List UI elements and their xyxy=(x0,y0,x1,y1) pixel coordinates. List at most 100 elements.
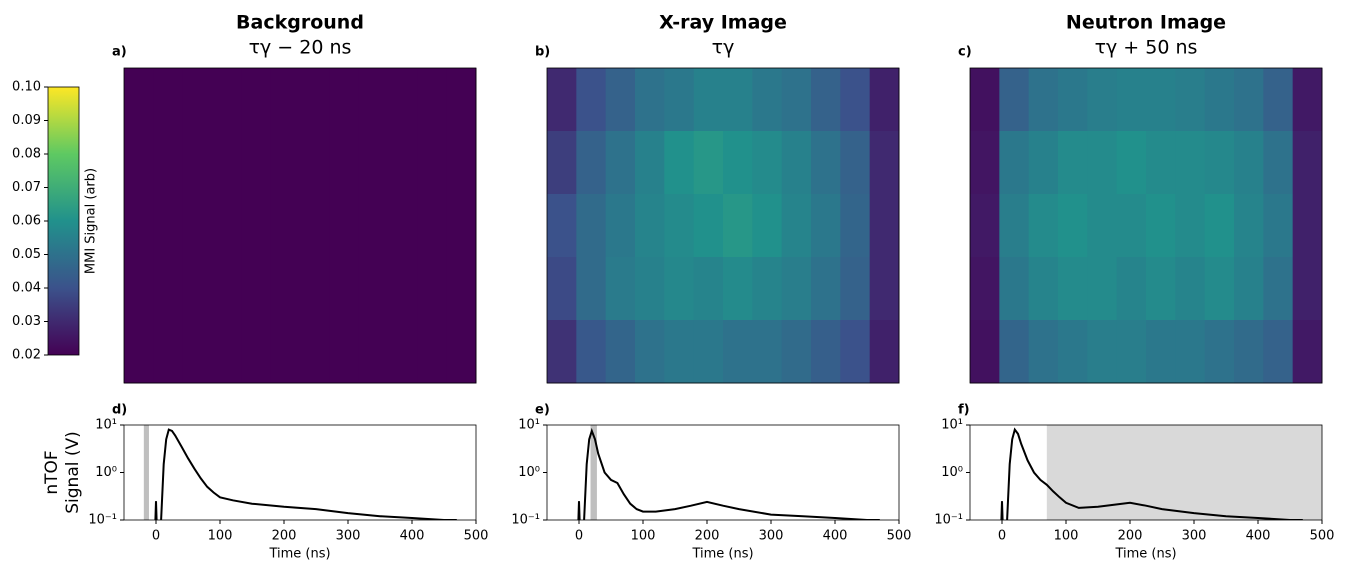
heatmap-cell xyxy=(1116,320,1147,384)
x-tick-label: 300 xyxy=(1182,529,1207,544)
heatmap-cell xyxy=(446,194,477,258)
heatmap-cell xyxy=(1116,131,1147,195)
heatmap-cell xyxy=(1234,194,1264,258)
heatmap-cell xyxy=(840,194,871,258)
heatmap-cell xyxy=(358,68,389,132)
heatmap-cell xyxy=(270,320,301,384)
axes-frame xyxy=(969,67,1323,384)
panel-label: e) xyxy=(535,403,550,418)
heatmap-cell xyxy=(417,257,448,321)
heatmap-cell xyxy=(1087,194,1118,258)
heatmap-cell xyxy=(300,131,330,195)
heatmap-cell xyxy=(635,68,665,132)
heatmap-cell xyxy=(664,320,695,384)
heatmap-cell xyxy=(417,194,448,258)
x-axis-label: Time (ns) xyxy=(268,547,330,561)
heatmap-cell xyxy=(547,131,577,195)
heatmap-cell xyxy=(1058,257,1088,321)
x-tick-label: 0 xyxy=(575,529,583,544)
heatmap-cell xyxy=(664,257,695,321)
heatmap-cell xyxy=(752,131,783,195)
heatmap-cell xyxy=(1263,194,1294,258)
heatmap-cell xyxy=(1234,131,1264,195)
heatmap-cell xyxy=(664,131,695,195)
heatmap-cell xyxy=(153,257,184,321)
signal-line xyxy=(577,427,880,520)
heatmap-cell xyxy=(1292,131,1323,195)
heatmap-cell xyxy=(212,194,242,258)
heatmap-cell xyxy=(417,131,448,195)
axes-frame xyxy=(546,67,900,384)
heatmap-cell xyxy=(212,131,242,195)
heatmap-cell xyxy=(417,320,448,384)
heatmap-cell xyxy=(1263,320,1294,384)
heatmap-cell xyxy=(1204,257,1235,321)
heatmap-cell xyxy=(605,257,636,321)
heatmap-cell xyxy=(840,320,871,384)
heatmap-cell xyxy=(1116,194,1147,258)
heatmap-cell xyxy=(446,131,477,195)
heatmap-cell xyxy=(1263,131,1294,195)
heatmap-cell xyxy=(300,194,330,258)
heatmap-cell xyxy=(869,194,900,258)
shaded-span xyxy=(143,425,149,520)
y-tick-label: 10⁰ xyxy=(95,465,117,480)
heatmap-cell xyxy=(388,68,418,132)
heatmap-cell xyxy=(1087,68,1118,132)
heatmap-cell xyxy=(970,194,1000,258)
heatmap-cell xyxy=(970,131,1000,195)
heatmap-cell xyxy=(1058,131,1088,195)
heatmap-cell xyxy=(547,68,577,132)
heatmap-cell xyxy=(781,68,812,132)
heatmap-cell xyxy=(329,194,360,258)
heatmap-cell xyxy=(1234,68,1264,132)
x-tick-label: 200 xyxy=(272,529,297,544)
title: X-ray Image xyxy=(659,12,787,34)
heatmap-cell xyxy=(840,257,871,321)
heatmap-cell xyxy=(358,194,389,258)
heatmap-cell xyxy=(547,194,577,258)
x-tick-label: 0 xyxy=(998,529,1006,544)
x-tick-label: 300 xyxy=(759,529,784,544)
heatmap-cell xyxy=(1175,320,1206,384)
heatmap-cell xyxy=(869,131,900,195)
heatmap-cell xyxy=(781,194,812,258)
x-tick-label: 500 xyxy=(464,529,489,544)
heatmap-cell xyxy=(182,257,213,321)
heatmap-cell xyxy=(1087,320,1118,384)
heatmap-cell xyxy=(329,131,360,195)
heatmap-cell xyxy=(1204,131,1235,195)
shaded-span xyxy=(590,425,597,520)
colorbar-tick-label: 0.02 xyxy=(12,348,41,363)
heatmap-cell xyxy=(723,68,753,132)
heatmap-cell xyxy=(1204,68,1235,132)
heatmap-cell xyxy=(723,257,753,321)
x-tick-label: 300 xyxy=(336,529,361,544)
heatmap-cell xyxy=(1146,257,1176,321)
subtitle: τγ + 50 ns xyxy=(1095,37,1198,59)
heatmap-cell xyxy=(1175,257,1206,321)
heatmap-cell xyxy=(869,320,900,384)
heatmap-cell xyxy=(1028,257,1059,321)
heatmap-cell xyxy=(1058,320,1088,384)
heatmap-cell xyxy=(1292,194,1323,258)
heatmap-cell xyxy=(153,68,184,132)
heatmap-cell xyxy=(124,257,154,321)
heatmap-cell xyxy=(182,320,213,384)
heatmap-cell xyxy=(446,68,477,132)
heatmap-cell xyxy=(970,68,1000,132)
x-tick-label: 100 xyxy=(631,529,656,544)
heatmap-cell xyxy=(693,68,724,132)
heatmap-cell xyxy=(693,320,724,384)
heatmap-cell xyxy=(212,257,242,321)
title: Background xyxy=(236,12,364,34)
panel-label: b) xyxy=(535,45,550,60)
heatmap-cell xyxy=(869,68,900,132)
heatmap-cell xyxy=(605,68,636,132)
heatmap-cell xyxy=(1058,68,1088,132)
subtitle: τγ − 20 ns xyxy=(249,37,352,59)
heatmap-cell xyxy=(388,320,418,384)
heatmap-cell xyxy=(1292,257,1323,321)
axes-frame xyxy=(123,67,477,384)
heatmap-cell xyxy=(970,320,1000,384)
